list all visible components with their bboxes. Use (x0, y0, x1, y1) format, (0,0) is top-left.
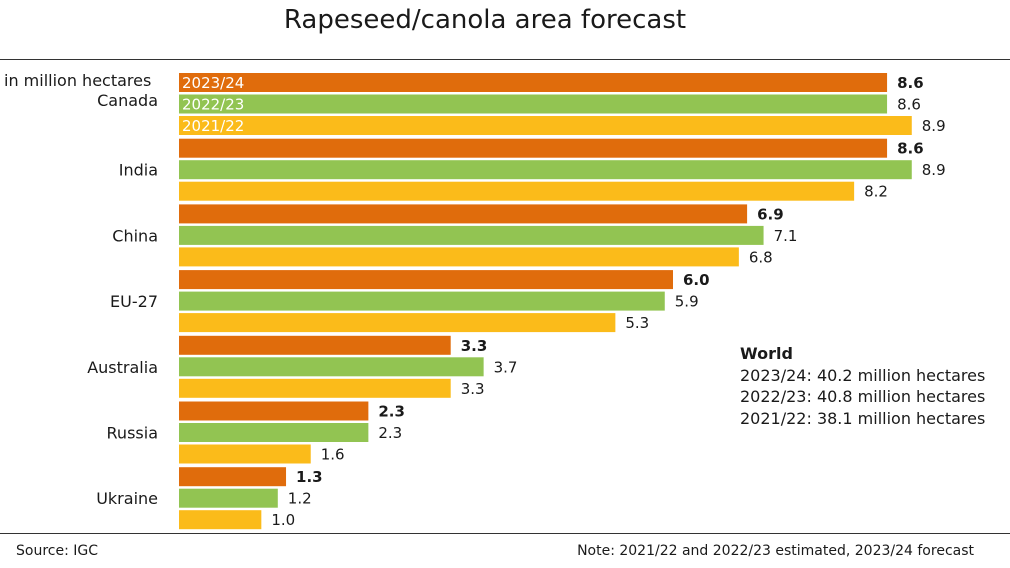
value-label-india-2022-23: 8.9 (922, 161, 946, 179)
bar-canada-2022-23 (179, 94, 888, 114)
value-label-australia-2022-23: 3.7 (494, 358, 518, 376)
world-line-2022-23: 2022/23: 40.8 million hectares (740, 387, 986, 406)
bar-canada-2021-22 (179, 116, 912, 135)
value-label-australia-2021-22: 3.3 (461, 380, 485, 398)
value-label-china-2021-22: 6.8 (749, 248, 773, 266)
source-note: Source: IGC (16, 543, 99, 559)
value-label-russia-2023-24: 2.3 (378, 403, 405, 421)
legend-label-2021-22: 2021/22 (182, 117, 244, 135)
bar-australia-2022-23 (179, 357, 484, 377)
bar-eu-27-2021-22 (179, 313, 616, 333)
value-label-eu-27-2023-24: 6.0 (683, 271, 710, 289)
world-line-2021-22: 2021/22: 38.1 million hectares (740, 408, 986, 428)
bar-ukraine-2022-23 (179, 488, 278, 508)
value-label-russia-2021-22: 1.6 (321, 446, 345, 464)
forecast-note: Note: 2021/22 and 2022/23 estimated, 202… (577, 543, 974, 559)
bar-eu-27-2023-24 (179, 270, 673, 290)
value-label-india-2021-22: 8.2 (864, 183, 888, 201)
category-label-canada: Canada (97, 91, 158, 110)
bar-china-2022-23 (179, 225, 764, 245)
top-rule (0, 59, 1010, 60)
bar-canada-2023-24 (179, 73, 888, 92)
category-label-india: India (119, 161, 158, 180)
bar-china-2023-24 (179, 204, 748, 224)
chart-title: Rapeseed/canola area forecast (283, 5, 687, 35)
bottom-rule (0, 533, 1010, 534)
value-label-china-2022-23: 7.1 (774, 227, 798, 245)
value-label-india-2023-24: 8.6 (897, 140, 924, 158)
value-label-ukraine-2022-23: 1.2 (288, 490, 312, 508)
bar-ukraine-2023-24 (179, 467, 287, 487)
legend-label-2022-23: 2022/23 (182, 96, 244, 114)
bar-australia-2021-22 (179, 378, 451, 398)
world-summary: World 2023/24: 40.2 million hectares 202… (740, 343, 985, 429)
value-label-china-2023-24: 6.9 (757, 205, 784, 223)
category-label-ukraine: Ukraine (96, 489, 158, 508)
value-label-russia-2022-23: 2.3 (378, 424, 402, 442)
value-label-australia-2023-24: 3.3 (461, 337, 488, 355)
value-label-eu-27-2022-23: 5.9 (675, 293, 699, 311)
category-label-russia: Russia (107, 424, 158, 443)
bar-russia-2023-24 (179, 401, 369, 421)
category-label-eu-27: EU-27 (110, 292, 158, 311)
bar-australia-2023-24 (179, 335, 451, 355)
bar-russia-2022-23 (179, 423, 369, 442)
value-label-ukraine-2023-24: 1.3 (296, 468, 323, 486)
value-label-eu-27-2021-22: 5.3 (625, 314, 649, 332)
bar-china-2021-22 (179, 247, 739, 267)
bar-russia-2021-22 (179, 444, 311, 464)
unit-label: in million hectares (4, 71, 152, 90)
category-label-china: China (112, 226, 158, 245)
value-label-canada-2023-24: 8.6 (897, 74, 924, 92)
category-label-australia: Australia (87, 358, 158, 377)
value-label-ukraine-2021-22: 1.0 (271, 511, 295, 529)
legend-label-2023-24: 2023/24 (182, 74, 244, 92)
value-label-canada-2022-23: 8.6 (897, 96, 921, 114)
bar-ukraine-2021-22 (179, 510, 262, 530)
bar-eu-27-2022-23 (179, 291, 665, 311)
bar-india-2021-22 (179, 181, 855, 201)
world-title: World (740, 344, 793, 363)
world-line-2023-24: 2023/24: 40.2 million hectares (740, 365, 986, 385)
bar-india-2022-23 (179, 160, 912, 180)
value-label-canada-2021-22: 8.9 (922, 117, 946, 135)
bar-india-2023-24 (179, 138, 888, 158)
